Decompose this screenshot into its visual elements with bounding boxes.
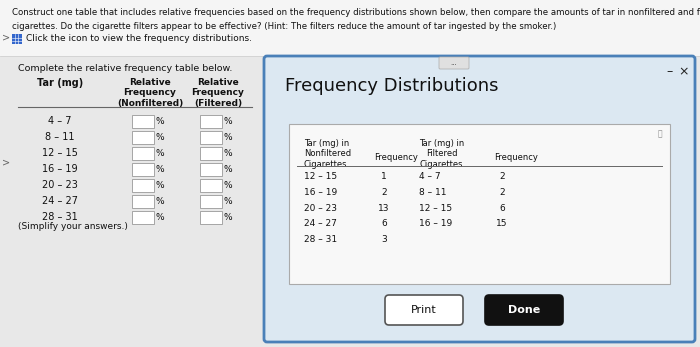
- Text: 16 – 19: 16 – 19: [419, 220, 452, 229]
- Text: >: >: [2, 157, 10, 167]
- Text: 28 – 31: 28 – 31: [42, 212, 78, 222]
- Text: Frequency: Frequency: [374, 153, 418, 162]
- Text: %: %: [223, 149, 232, 158]
- Text: Relative
Frequency
(Nonfiltered): Relative Frequency (Nonfiltered): [117, 78, 183, 108]
- Bar: [132, 146, 154, 160]
- Text: Relative
Frequency
(Filtered): Relative Frequency (Filtered): [192, 78, 244, 108]
- Text: ×: ×: [679, 65, 690, 78]
- Text: Construct one table that includes relative frequencies based on the frequency di: Construct one table that includes relati…: [12, 8, 700, 17]
- Text: 4 – 7: 4 – 7: [419, 171, 440, 180]
- Text: 4 – 7: 4 – 7: [48, 116, 71, 126]
- Text: cigarettes. Do the cigarette filters appear to be effective? (Hint: The filters : cigarettes. Do the cigarette filters app…: [12, 22, 556, 31]
- Text: 24 – 27: 24 – 27: [304, 220, 337, 229]
- Text: %: %: [223, 212, 232, 221]
- Text: %: %: [155, 212, 164, 221]
- Text: %: %: [223, 196, 232, 205]
- Text: 20 – 23: 20 – 23: [304, 203, 337, 212]
- Bar: [200, 178, 222, 192]
- Text: Tar (mg) in
Filtered
Cigarettes: Tar (mg) in Filtered Cigarettes: [419, 139, 464, 169]
- Text: %: %: [155, 149, 164, 158]
- Text: 3: 3: [381, 236, 387, 245]
- Bar: [132, 115, 154, 127]
- Text: ...: ...: [451, 60, 457, 66]
- Bar: [132, 178, 154, 192]
- Bar: [200, 146, 222, 160]
- FancyBboxPatch shape: [385, 295, 463, 325]
- Text: >: >: [2, 32, 10, 42]
- Bar: [0, 0, 700, 56]
- Bar: [132, 195, 154, 208]
- Text: Tar (mg) in
Nonfiltered
Cigarettes: Tar (mg) in Nonfiltered Cigarettes: [304, 139, 351, 169]
- Text: 16 – 19: 16 – 19: [304, 187, 337, 196]
- Text: 2: 2: [499, 187, 505, 196]
- Text: 20 – 23: 20 – 23: [42, 180, 78, 190]
- Text: Click the icon to view the frequency distributions.: Click the icon to view the frequency dis…: [26, 34, 252, 42]
- Text: 28 – 31: 28 – 31: [304, 236, 337, 245]
- Bar: [12, 34, 22, 44]
- Text: 6: 6: [499, 203, 505, 212]
- Text: %: %: [155, 117, 164, 126]
- FancyBboxPatch shape: [439, 57, 469, 69]
- Text: 12 – 15: 12 – 15: [419, 203, 452, 212]
- Text: ⓒ: ⓒ: [657, 129, 662, 138]
- Bar: [289, 124, 670, 284]
- Text: %: %: [223, 180, 232, 189]
- Bar: [132, 130, 154, 144]
- Text: Done: Done: [508, 305, 540, 315]
- Text: 6: 6: [381, 220, 387, 229]
- Text: %: %: [155, 180, 164, 189]
- Text: %: %: [155, 196, 164, 205]
- Text: 2: 2: [382, 187, 387, 196]
- Text: 8 – 11: 8 – 11: [419, 187, 447, 196]
- Text: 12 – 15: 12 – 15: [304, 171, 337, 180]
- Bar: [200, 130, 222, 144]
- FancyBboxPatch shape: [264, 56, 695, 342]
- Text: Frequency Distributions: Frequency Distributions: [285, 77, 498, 95]
- Text: %: %: [223, 117, 232, 126]
- Text: %: %: [155, 164, 164, 174]
- Text: Complete the relative frequency table below.: Complete the relative frequency table be…: [18, 64, 232, 73]
- Text: 12 – 15: 12 – 15: [42, 148, 78, 158]
- Text: %: %: [223, 133, 232, 142]
- Bar: [200, 162, 222, 176]
- Text: 16 – 19: 16 – 19: [42, 164, 78, 174]
- Text: 1: 1: [381, 171, 387, 180]
- Text: %: %: [223, 164, 232, 174]
- Bar: [132, 211, 154, 223]
- Bar: [200, 211, 222, 223]
- Bar: [132, 162, 154, 176]
- Text: 24 – 27: 24 – 27: [42, 196, 78, 206]
- Text: 8 – 11: 8 – 11: [46, 132, 75, 142]
- Text: %: %: [155, 133, 164, 142]
- Bar: [8, 62, 260, 339]
- Text: 13: 13: [378, 203, 390, 212]
- Text: Frequency: Frequency: [494, 153, 538, 162]
- Bar: [200, 195, 222, 208]
- FancyBboxPatch shape: [485, 295, 563, 325]
- Text: Tar (mg): Tar (mg): [37, 78, 83, 88]
- Text: Print: Print: [411, 305, 437, 315]
- Text: –: –: [667, 65, 673, 78]
- Text: 15: 15: [496, 220, 507, 229]
- Text: (Simplify your answers.): (Simplify your answers.): [18, 222, 128, 231]
- Bar: [200, 115, 222, 127]
- Text: 2: 2: [499, 171, 505, 180]
